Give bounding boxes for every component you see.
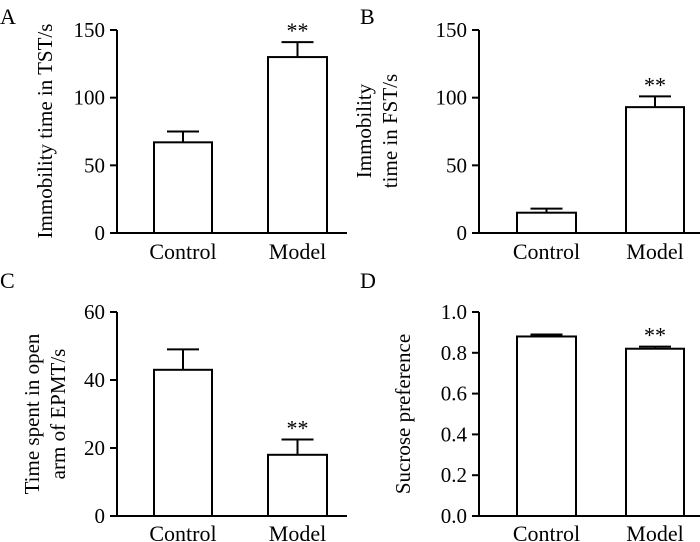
bar [625,106,685,234]
y-axis-label: Sucrose preference [391,334,415,494]
y-tick-label: 100 [74,86,106,110]
category-label: Control [513,521,580,542]
y-axis-label: Time spent in open [20,333,44,494]
y-tick-label: 0.6 [441,382,467,406]
category-label: Model [269,521,326,542]
bar [267,56,328,234]
panel-c: C 0 20 40 60 Time spent in open arm of EPMT/s C… [0,268,347,542]
bar [516,335,577,518]
y-tick-label: 0 [95,504,106,528]
y-tick-label: 0.8 [441,341,467,365]
significance-mark: ** [287,18,309,43]
y-tick-label: 20 [84,436,105,460]
panel-label: C [0,268,15,293]
panel-d: D 0.0 0.2 0.4 0.6 0.8 1.0 Sucrose preference Con… [360,268,700,542]
y-tick-label: 150 [74,18,106,42]
y-tick-label: 0.0 [441,504,467,528]
y-tick-label: 0.4 [441,422,468,446]
y-tick-label: 0.2 [441,463,467,487]
y-tick-label: 0 [95,221,106,245]
category-label: Model [626,521,683,542]
category-label: Model [269,239,326,264]
bar [516,211,577,234]
y-tick-label: 40 [84,368,105,392]
y-axis-label: Immobility time in TST/s [33,24,57,239]
category-label: Control [513,239,580,264]
bar [153,368,213,517]
category-label: Control [149,521,216,542]
bar [153,141,213,234]
y-axis-label: Immobility [352,83,376,178]
panel-label: B [360,4,375,29]
panel-b: B 0 50 100 150 Immobility time in FST/s Control… [352,4,700,264]
category-label: Control [149,239,216,264]
panel-label: A [0,4,16,29]
y-tick-label: 0 [457,221,468,245]
y-tick-label: 60 [84,300,105,324]
panel-a: A 0 50 100 150 Immobility time in TST/s Contro… [0,4,347,264]
significance-mark: ** [644,323,666,348]
y-tick-label: 150 [436,18,468,42]
y-axis-label: time in FST/s [378,74,402,188]
significance-mark: ** [287,416,309,441]
category-label: Model [626,239,683,264]
y-tick-label: 1.0 [441,300,467,324]
significance-mark: ** [644,72,666,97]
y-tick-label: 50 [84,153,105,177]
y-tick-label: 50 [446,153,467,177]
bar [625,347,685,517]
panel-label: D [360,268,376,293]
y-axis-label: arm of EPMT/s [46,349,70,480]
y-tick-label: 100 [436,86,468,110]
bar [267,453,328,517]
